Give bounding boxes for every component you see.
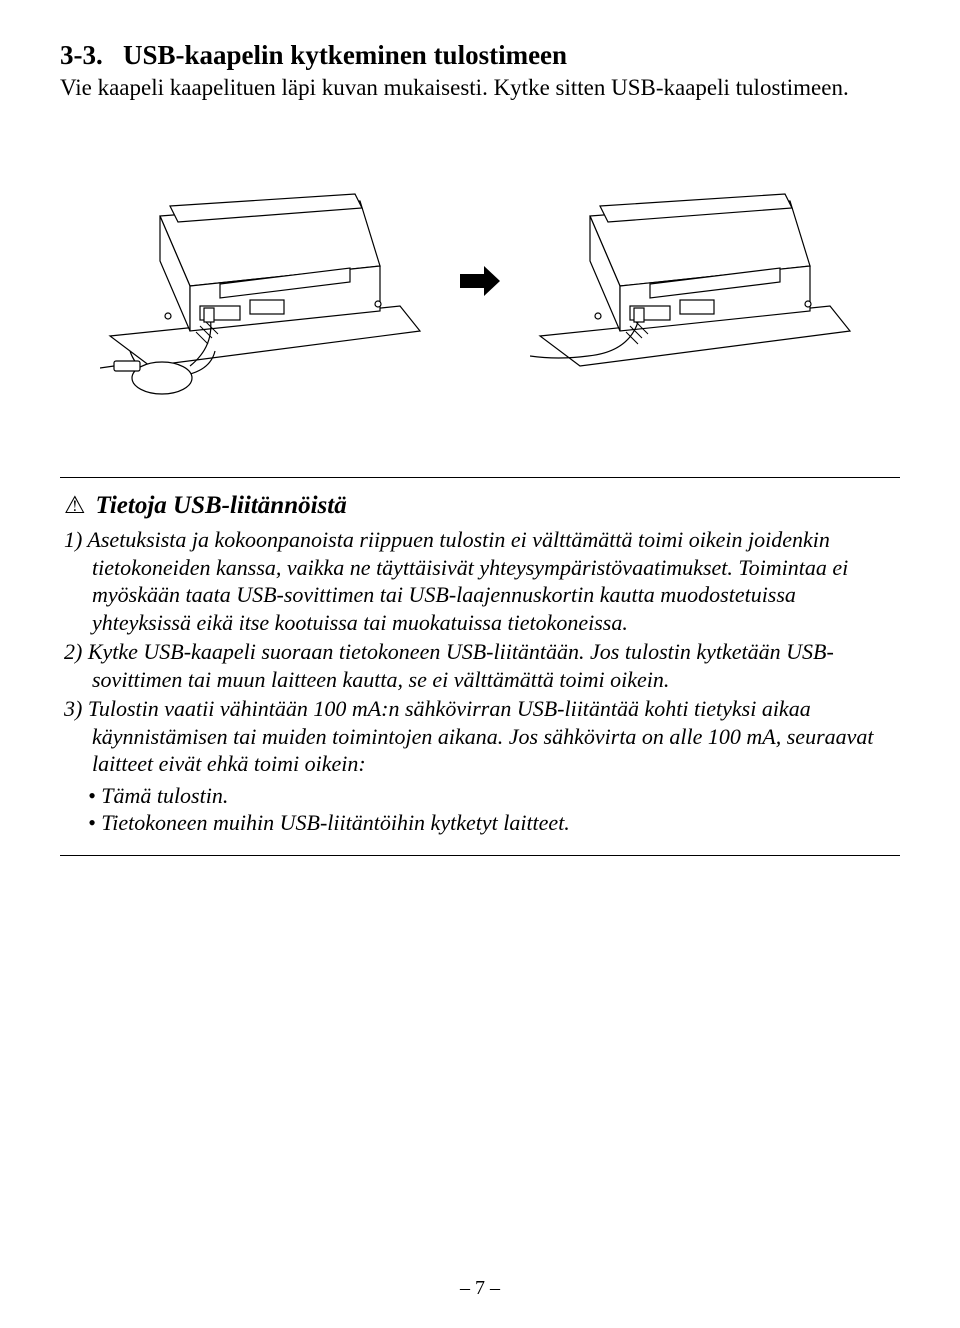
info-item-1: 1) Asetuksista ja kokoonpanoista riippue… [64, 526, 896, 636]
info-item-3: 3) Tulostin vaatii vähintään 100 mA:n sä… [64, 695, 896, 778]
info-box: ⚠ Tietoja USB-liitännöistä 1) Asetuksist… [60, 477, 900, 856]
printer-right-illustration [530, 156, 860, 406]
info-item-2: 2) Kytke USB-kaapeli suoraan tietokoneen… [64, 638, 896, 693]
info-body: 1) Asetuksista ja kokoonpanoista riippue… [64, 526, 896, 837]
page: 3-3. USB-kaapelin kytkeminen tulostimeen… [0, 0, 960, 1328]
warning-icon: ⚠ [64, 494, 86, 518]
section-number: 3-3. [60, 40, 103, 70]
arrow-icon [460, 266, 500, 296]
info-title-line: ⚠ Tietoja USB-liitännöistä [64, 492, 896, 520]
section-heading: 3-3. USB-kaapelin kytkeminen tulostimeen [60, 40, 900, 71]
printer-left-illustration [100, 156, 430, 406]
page-number: – 7 – [0, 1277, 960, 1300]
info-bullet-2: Tietokoneen muihin USB-liitäntöihin kytk… [88, 809, 896, 837]
info-bullet-1: Tämä tulostin. [88, 782, 896, 810]
intro-text: Vie kaapeli kaapelituen läpi kuvan mukai… [60, 75, 900, 101]
diagram-area [60, 121, 900, 441]
info-bullet-list: Tämä tulostin. Tietokoneen muihin USB-li… [88, 782, 896, 837]
section-title: USB-kaapelin kytkeminen tulostimeen [123, 40, 567, 70]
info-title: Tietoja USB-liitännöistä [96, 492, 347, 520]
